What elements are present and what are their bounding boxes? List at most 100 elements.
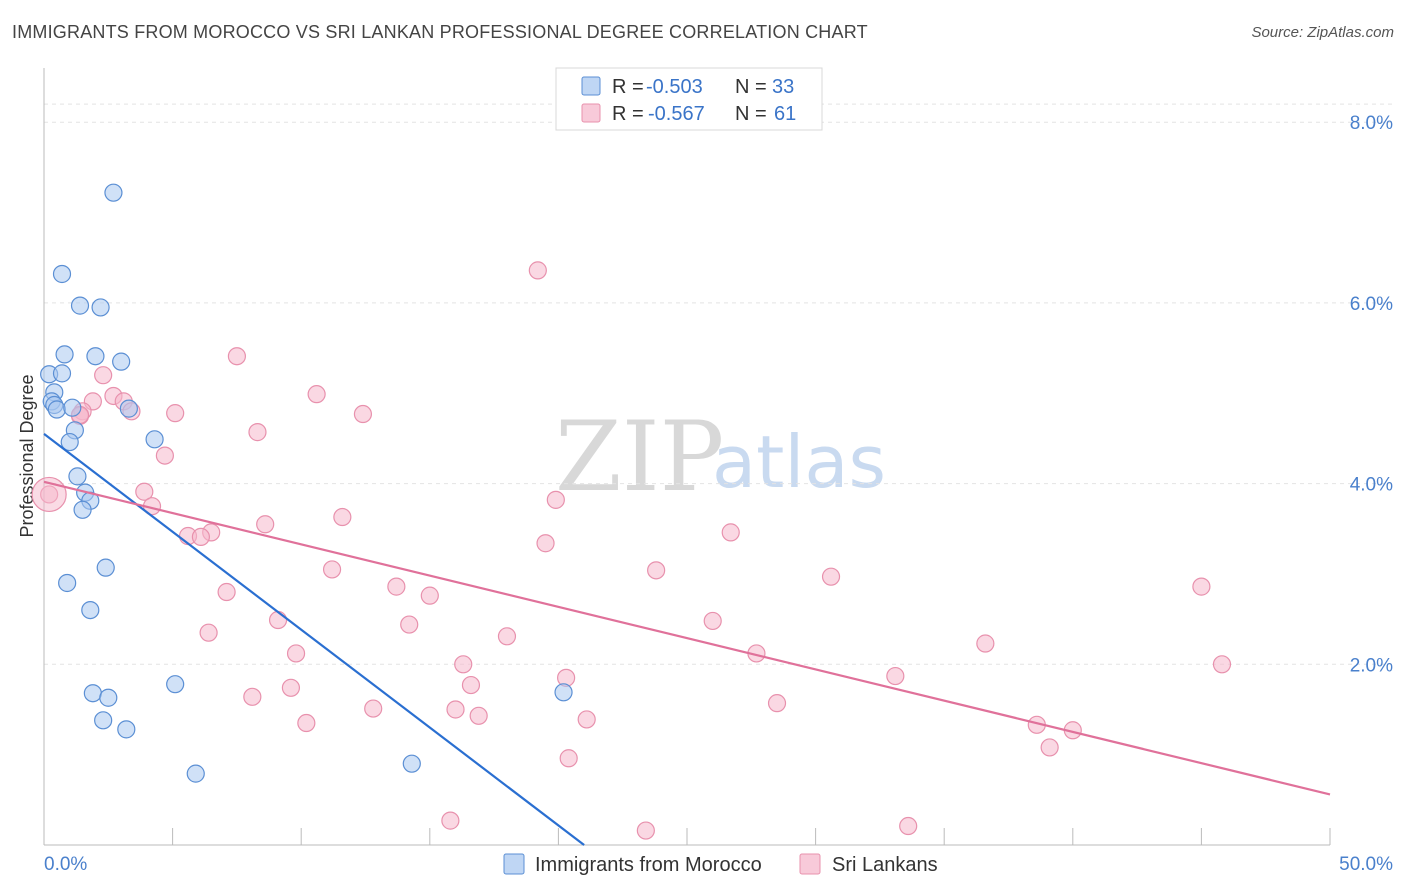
sri-lankans-point-56 xyxy=(441,811,460,830)
sri-lankans-point-33 xyxy=(400,615,419,634)
x-tick-label-min: 0.0% xyxy=(44,854,87,875)
morocco-point-4 xyxy=(55,345,74,364)
morocco-point-31 xyxy=(402,754,421,773)
morocco-point-0 xyxy=(104,183,123,202)
sri-lankans-point-44 xyxy=(281,678,301,697)
sri-lankans-point-32 xyxy=(703,611,722,631)
y-tick-label-2: 6.0% xyxy=(1350,294,1393,315)
morocco-point-13 xyxy=(63,398,82,417)
source-credit: Source: ZipAtlas.com xyxy=(1251,24,1394,41)
sri-lankans-point-18 xyxy=(256,515,275,534)
morocco-point-26 xyxy=(83,684,102,703)
sri-lankans-point-47 xyxy=(364,699,383,718)
sri-lankans-point-24 xyxy=(322,560,342,579)
y-tick-labels: 2.0% 4.0% 6.0% 8.0% xyxy=(1350,113,1393,676)
sri-lankans-point-49 xyxy=(469,706,488,725)
sri-lankans-point-21 xyxy=(191,527,210,547)
sri-lankans-point-40 xyxy=(1212,655,1232,674)
sri-lankans-point-2 xyxy=(94,366,113,385)
morocco-trend-line xyxy=(43,433,585,846)
series-legend: Immigrants from Morocco Sri Lankans xyxy=(503,853,938,876)
trend-lines xyxy=(43,433,1331,846)
sri-lankans-point-14 xyxy=(135,482,154,501)
morocco-point-21 xyxy=(73,500,92,519)
sri-lankans-point-17 xyxy=(333,507,352,527)
chart-title: IMMIGRANTS FROM MOROCCO VS SRI LANKAN PR… xyxy=(12,22,868,42)
sri-lankans-point-10 xyxy=(353,404,373,424)
series-legend-swatch-morocco xyxy=(503,853,525,875)
sri-lankans-point-28 xyxy=(387,577,406,596)
morocco-point-27 xyxy=(99,688,118,707)
y-axis-title: Professional Degree xyxy=(17,374,37,537)
sri-lankans-point-43 xyxy=(461,675,481,695)
sri-lankans-point-54 xyxy=(559,749,578,768)
morocco-point-12 xyxy=(47,400,66,419)
sri-lankans-point-50 xyxy=(577,710,596,729)
sri-lankans-point-0 xyxy=(528,261,547,280)
x-ticks xyxy=(43,828,1331,845)
morocco-point-29 xyxy=(117,720,136,739)
sri-lankans-point-39 xyxy=(454,655,473,674)
sri-lankans-point-22 xyxy=(721,523,740,542)
sri-lankans-point-48 xyxy=(446,700,465,719)
series-legend-swatch-sri-lankans xyxy=(799,853,821,875)
sri-lankans-point-51 xyxy=(297,713,316,733)
series-legend-label-morocco: Immigrants from Morocco xyxy=(535,854,762,876)
morocco-point-6 xyxy=(112,352,131,371)
sri-lankans-point-58 xyxy=(899,816,918,836)
morocco-point-5 xyxy=(86,347,105,366)
sri-lankans-point-23 xyxy=(536,534,555,553)
legend-r-label-sri-lankans: R = xyxy=(612,103,644,125)
morocco-point-14 xyxy=(119,399,138,418)
morocco-point-24 xyxy=(81,600,100,620)
legend-r-label-morocco: R = xyxy=(612,76,644,98)
sri-lankans-point-3 xyxy=(307,385,326,404)
sri-lankans-point-1 xyxy=(227,347,246,366)
sri-lankans-point-30 xyxy=(420,586,439,605)
morocco-point-3 xyxy=(91,298,110,317)
legend-n-label-morocco: N = xyxy=(735,76,767,98)
morocco-point-8 xyxy=(52,364,72,383)
sri-lankans-point-25 xyxy=(647,561,666,580)
sri-lankans-point-15 xyxy=(546,490,565,509)
y-tick-label-0: 2.0% xyxy=(1350,655,1393,676)
sri-lankans-point-37 xyxy=(286,644,306,663)
morocco-point-16 xyxy=(145,430,164,449)
legend-swatch-morocco xyxy=(581,76,601,96)
legend-n-value-sri-lankans: 61 xyxy=(774,103,796,125)
sri-lankans-point-9 xyxy=(166,404,185,423)
morocco-point-2 xyxy=(70,296,90,315)
stats-legend: R = -0.503 N = 33 R = -0.567 N = 61 xyxy=(555,67,823,131)
sri-lankans-point-29 xyxy=(217,582,236,602)
morocco-point-30 xyxy=(554,683,573,702)
sri-lankans-point-45 xyxy=(243,687,262,706)
morocco-point-22 xyxy=(96,558,115,577)
morocco-point-18 xyxy=(68,467,87,486)
sri-lankans-point-26 xyxy=(821,567,841,586)
y-tick-label-1: 4.0% xyxy=(1350,475,1393,496)
legend-swatch-sri-lankans xyxy=(581,103,601,123)
gridlines xyxy=(44,103,1393,665)
morocco-point-28 xyxy=(94,711,113,730)
series-legend-label-sri-lankans: Sri Lankans xyxy=(832,854,938,876)
sri-lankans-point-31 xyxy=(268,610,288,630)
sri-lankans-point-46 xyxy=(767,694,787,713)
legend-r-value-sri-lankans: -0.567 xyxy=(648,103,705,125)
sri-lankans-point-42 xyxy=(886,666,905,686)
sri-lankans-point-12 xyxy=(248,423,267,442)
sri-lankans-point-57 xyxy=(636,821,655,840)
watermark-zip: ZIP xyxy=(555,401,724,513)
legend-n-label-sri-lankans: N = xyxy=(735,103,767,125)
y-tick-label-3: 8.0% xyxy=(1350,113,1393,134)
legend-n-value-morocco: 33 xyxy=(772,76,794,98)
series-sri-lankans-points xyxy=(31,261,1232,840)
watermark-atlas: atlas xyxy=(712,420,886,504)
sri-lankans-point-55 xyxy=(1040,738,1059,757)
sri-lankans-point-27 xyxy=(1192,577,1211,596)
sri-lankans-point-34 xyxy=(199,623,218,642)
sri-lankans-point-13 xyxy=(155,446,174,465)
sri-lankans-point-36 xyxy=(976,634,995,653)
sri-lankans-trend-line xyxy=(43,480,1331,796)
morocco-point-32 xyxy=(186,764,205,783)
